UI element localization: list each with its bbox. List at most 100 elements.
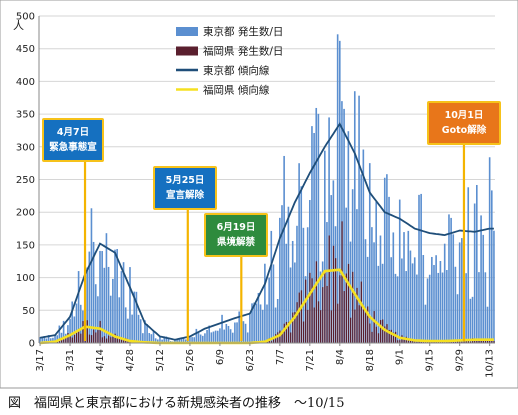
tokyo-bar: [281, 205, 283, 343]
fukuoka-bar: [364, 309, 367, 343]
tokyo-bar: [225, 323, 228, 343]
tokyo-bar: [86, 267, 88, 343]
tokyo-bar: [394, 273, 397, 343]
fukuoka-bar: [69, 335, 71, 343]
tokyo-bar: [152, 331, 155, 343]
fukuoka-bar: [446, 341, 448, 343]
fukuoka-bar: [313, 307, 315, 343]
tokyo-bar: [390, 257, 392, 343]
fukuoka-bar: [332, 245, 335, 343]
y-axis-unit: 人: [13, 19, 24, 32]
fukuoka-bar: [369, 323, 371, 343]
tokyo-bar: [465, 273, 467, 343]
tokyo-bar: [244, 323, 247, 343]
tokyo-bar: [473, 203, 476, 343]
fukuoka-bar: [452, 341, 455, 343]
tokyo-bar: [257, 292, 260, 343]
tokyo-bar: [433, 265, 435, 343]
fukuoka-bar: [78, 330, 80, 343]
tokyo-bar: [405, 271, 407, 343]
tokyo-bar: [289, 267, 292, 343]
legend-label: 福岡県 発生数/日: [203, 45, 283, 58]
tokyo-bar: [212, 331, 215, 343]
fukuoka-bar: [416, 341, 418, 343]
tokyo-bar: [285, 243, 288, 343]
x-tick-label: 5/26: [185, 349, 196, 371]
tokyo-bar: [49, 338, 52, 343]
tokyo-bar: [411, 263, 414, 343]
x-tick-label: 9/15: [425, 349, 436, 371]
tokyo-bar: [41, 336, 44, 343]
tokyo-bar: [178, 338, 181, 343]
tokyo-bar: [486, 306, 489, 343]
fukuoka-bar: [403, 338, 405, 343]
tokyo-bar: [283, 155, 285, 343]
tokyo-bar: [120, 271, 123, 343]
annotation-text: 緊急事態宣: [49, 141, 97, 153]
tokyo-bar: [362, 149, 365, 343]
tokyo-bar: [195, 328, 198, 343]
fukuoka-bar: [352, 271, 354, 343]
tokyo-bar: [129, 267, 131, 343]
fukuoka-bar: [281, 332, 283, 343]
fukuoka-bar: [487, 339, 489, 343]
y-tick-label: 500: [16, 12, 35, 23]
fukuoka-bar: [123, 340, 125, 343]
tokyo-bar: [488, 157, 491, 343]
fukuoka-bar: [320, 310, 322, 343]
tokyo-bar: [319, 271, 322, 343]
tokyo-bar: [90, 208, 93, 343]
fukuoka-daily-bars: [43, 221, 495, 343]
tokyo-bar: [336, 34, 339, 344]
fukuoka-bar: [116, 335, 118, 343]
fukuoka-bar: [343, 291, 345, 343]
tokyo-bar: [371, 227, 373, 343]
tokyo-bar: [353, 91, 356, 344]
tokyo-bar: [437, 272, 440, 343]
tokyo-bar: [159, 337, 161, 343]
tokyo-bar: [476, 184, 478, 343]
annotation-box: [155, 168, 215, 208]
tokyo-bar: [122, 262, 125, 343]
tokyo-bar: [259, 304, 262, 343]
annotation-text: 4月7日: [57, 127, 89, 138]
tokyo-bar: [398, 199, 401, 343]
tokyo-bar: [180, 337, 183, 343]
tokyo-bar: [204, 333, 206, 343]
tokyo-bar: [298, 163, 300, 343]
fukuoka-bar: [114, 333, 116, 343]
x-tick-label: 10/13: [485, 349, 496, 378]
fukuoka-bar: [476, 340, 478, 343]
fukuoka-bar: [309, 272, 311, 343]
fukuoka-bar: [392, 332, 395, 343]
fukuoka-bar: [482, 339, 484, 343]
fukuoka-bar: [322, 287, 324, 343]
y-tick-label: 300: [16, 142, 35, 153]
tokyo-bar: [219, 328, 221, 343]
tokyo-bar: [255, 303, 258, 343]
tokyo-bar: [490, 190, 493, 343]
tokyo-bar: [94, 284, 97, 343]
fukuoka-bar: [315, 261, 318, 343]
annotation-text: Goto解除: [442, 124, 487, 136]
tokyo-bar: [69, 318, 71, 343]
y-tick-label: 150: [16, 240, 35, 251]
tokyo-bar: [386, 174, 388, 343]
tokyo-bar: [351, 189, 354, 343]
tokyo-bar: [77, 271, 80, 343]
fukuoka-bar: [298, 292, 300, 343]
tokyo-bar: [208, 325, 210, 343]
tokyo-bar: [249, 314, 251, 343]
tokyo-bar: [311, 126, 313, 344]
fukuoka-bar: [371, 331, 373, 343]
tokyo-bar: [54, 334, 56, 343]
tokyo-trend-line: [39, 122, 494, 341]
fukuoka-bar: [337, 303, 339, 343]
tokyo-bar: [279, 217, 281, 343]
fukuoka-bar: [493, 341, 495, 343]
fukuoka-bar: [63, 338, 65, 343]
fukuoka-bar: [349, 317, 352, 343]
fukuoka-bar: [88, 334, 91, 343]
tokyo-bar: [261, 309, 264, 343]
